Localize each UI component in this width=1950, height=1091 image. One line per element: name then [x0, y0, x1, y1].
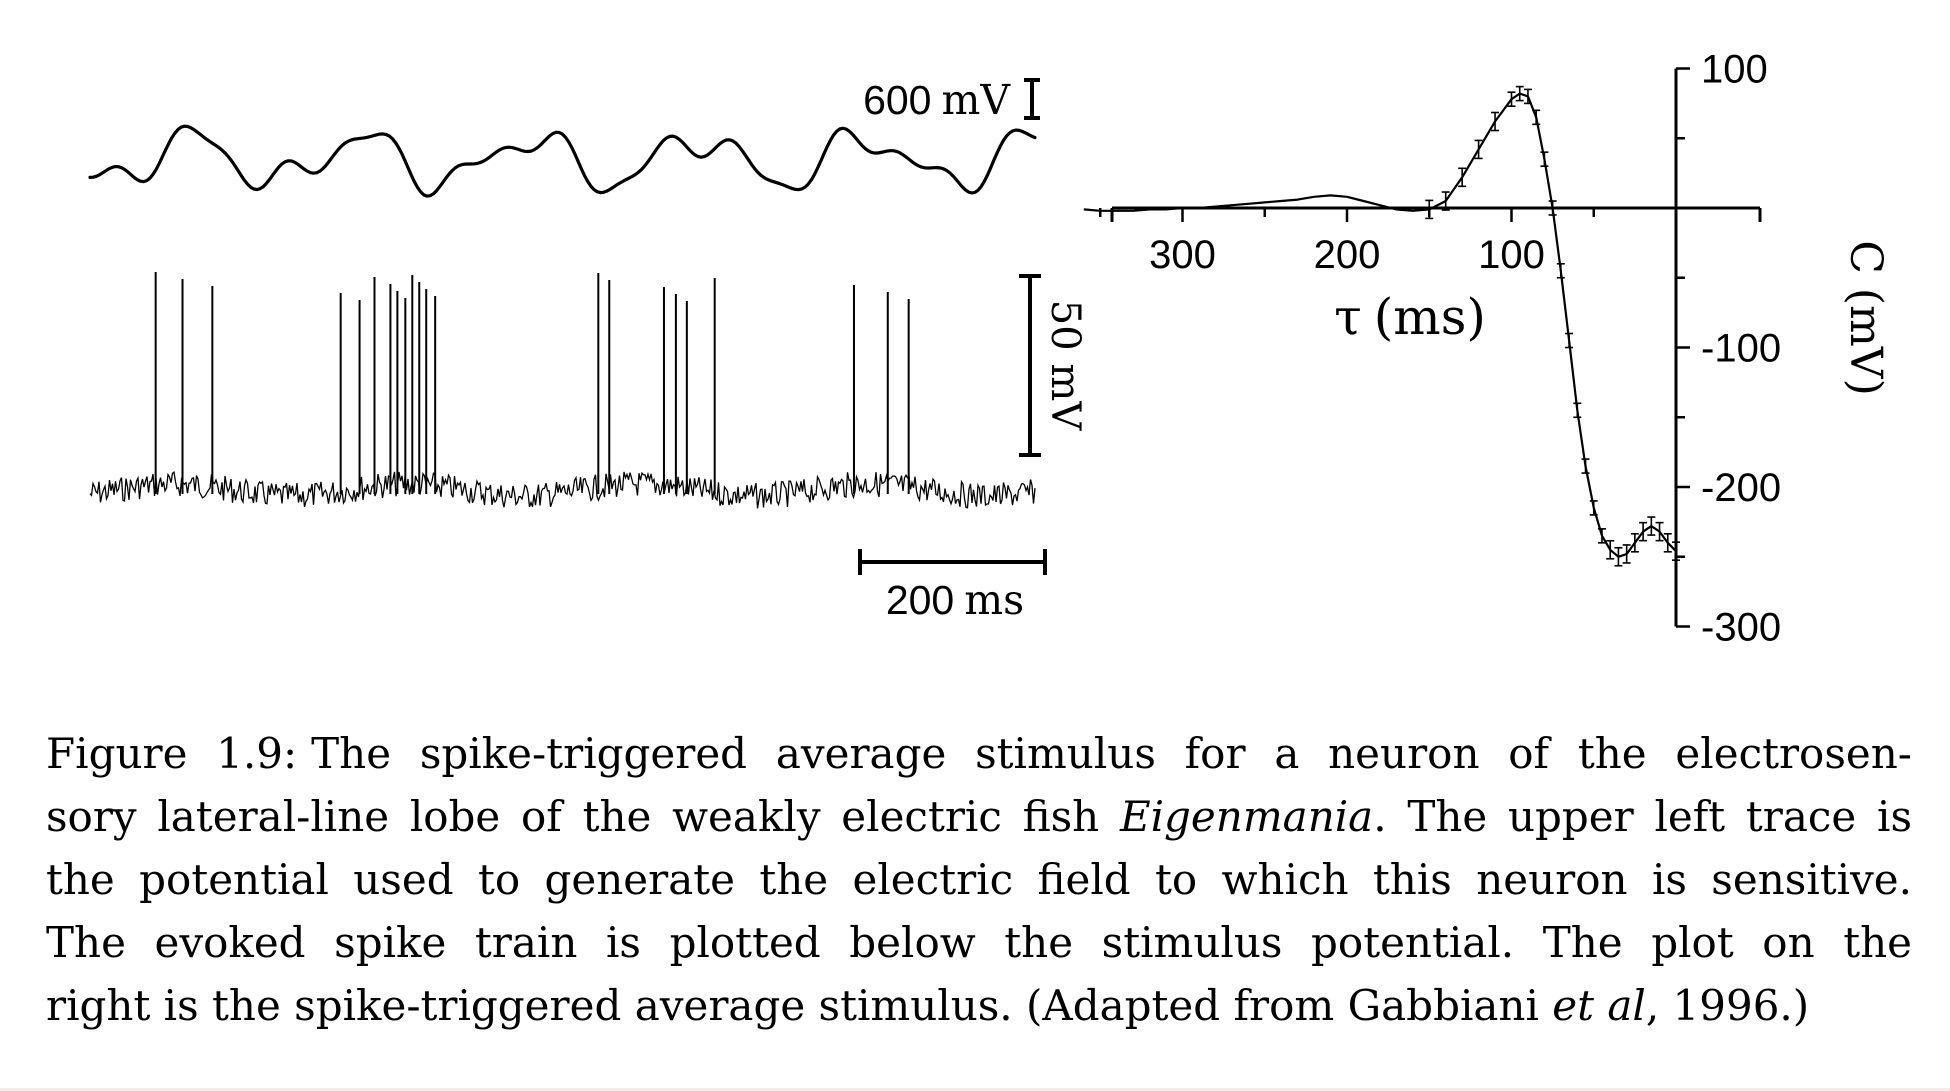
spike-train: [154, 272, 910, 494]
stimulus-scale-bar: [1024, 78, 1040, 120]
figure-panel: 600 mV 50 mV 200 ms 300 200 100 100 -100 -200 -3…: [88, 48, 1891, 650]
citation-et-al: et al: [1552, 981, 1646, 1030]
sta-chart: 300 200 100 100 -100 -200 -300 τ (ms) C (mV): [1083, 48, 1891, 650]
stimulus-scale-label: 600 mV: [863, 76, 1011, 124]
voltage-scale-bar: [1019, 274, 1041, 457]
caption-line-3: the potential used to generate the elect…: [46, 855, 1912, 904]
y-tick-label: -300: [1701, 606, 1781, 650]
page-bottom-rule: [0, 1088, 1950, 1091]
y-axis-label: C (mV): [1840, 240, 1891, 395]
sta-plot-area: [1083, 85, 1680, 567]
caption-line-4: The evoked spike train is plotted below …: [46, 918, 1912, 967]
figure-caption: Figure 1.9: The spike-triggered average s…: [46, 722, 1912, 1037]
y-tick-label: -100: [1701, 327, 1781, 371]
x-tick-label: 300: [1149, 233, 1216, 277]
x-tick-label: 100: [1478, 233, 1545, 277]
y-tick-label: -200: [1701, 466, 1781, 510]
stimulus-trace-group: 600 mV: [88, 76, 1040, 198]
caption-line-1: Figure 1.9: The spike-triggered average s…: [46, 729, 1912, 778]
caption-line-5: right is the spike-triggered average sti…: [46, 981, 1810, 1030]
spike-train-baseline: [89, 470, 1036, 509]
spike-train-group: 50 mV 200 ms: [89, 272, 1088, 624]
y-tick-label: 100: [1701, 48, 1768, 92]
voltage-scale-label: 50 mV: [1042, 300, 1088, 432]
caption-line-2: sory lateral-line lobe of the weakly ele…: [46, 792, 1912, 841]
time-scale-bar: [858, 549, 1047, 575]
sta-axes: 300 200 100 100 -100 -200 -300: [1099, 48, 1781, 650]
species-name: Eigenmania: [1119, 792, 1374, 841]
figure-label: Figure 1.9:: [46, 729, 298, 778]
time-scale-label: 200 ms: [886, 576, 1024, 624]
x-tick-label: 200: [1314, 233, 1381, 277]
x-axis-label: τ (ms): [1334, 288, 1486, 346]
stimulus-trace: [88, 124, 1037, 198]
